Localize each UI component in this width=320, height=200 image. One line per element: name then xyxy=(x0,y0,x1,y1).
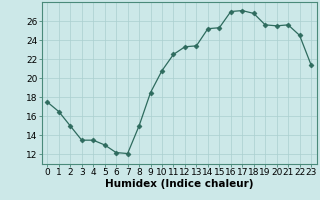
X-axis label: Humidex (Indice chaleur): Humidex (Indice chaleur) xyxy=(105,179,253,189)
